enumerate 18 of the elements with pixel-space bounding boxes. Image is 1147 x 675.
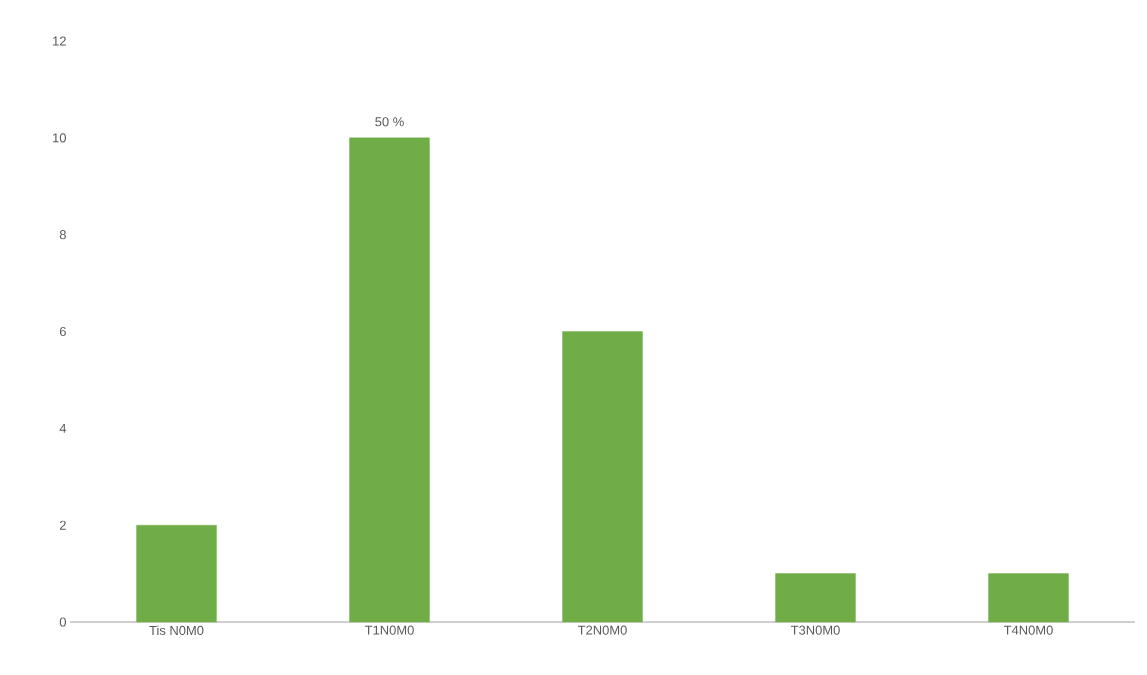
annotation: 50 % (375, 117, 404, 127)
x-tick-label: Tis N0M0 (149, 625, 204, 636)
bar (775, 573, 856, 623)
x-tick-label: T3N0M0 (790, 625, 840, 635)
x-tick-label: T4N0M0 (1003, 625, 1053, 635)
bar (136, 524, 217, 623)
x-tick-label: T2N0M0 (577, 625, 627, 635)
y-tick-label: 4 (59, 423, 67, 433)
bar (562, 331, 643, 623)
y-tick-label: 0 (59, 617, 66, 627)
x-tick-label: T1N0M0 (364, 625, 414, 635)
bar (349, 137, 430, 623)
y-tick-label: 8 (59, 230, 66, 240)
bar (988, 573, 1069, 623)
y-tick-label: 10 (53, 133, 66, 143)
y-tick-label: 6 (59, 326, 66, 337)
y-tick-label: 12 (53, 36, 66, 46)
y-tick-label: 2 (59, 520, 66, 530)
